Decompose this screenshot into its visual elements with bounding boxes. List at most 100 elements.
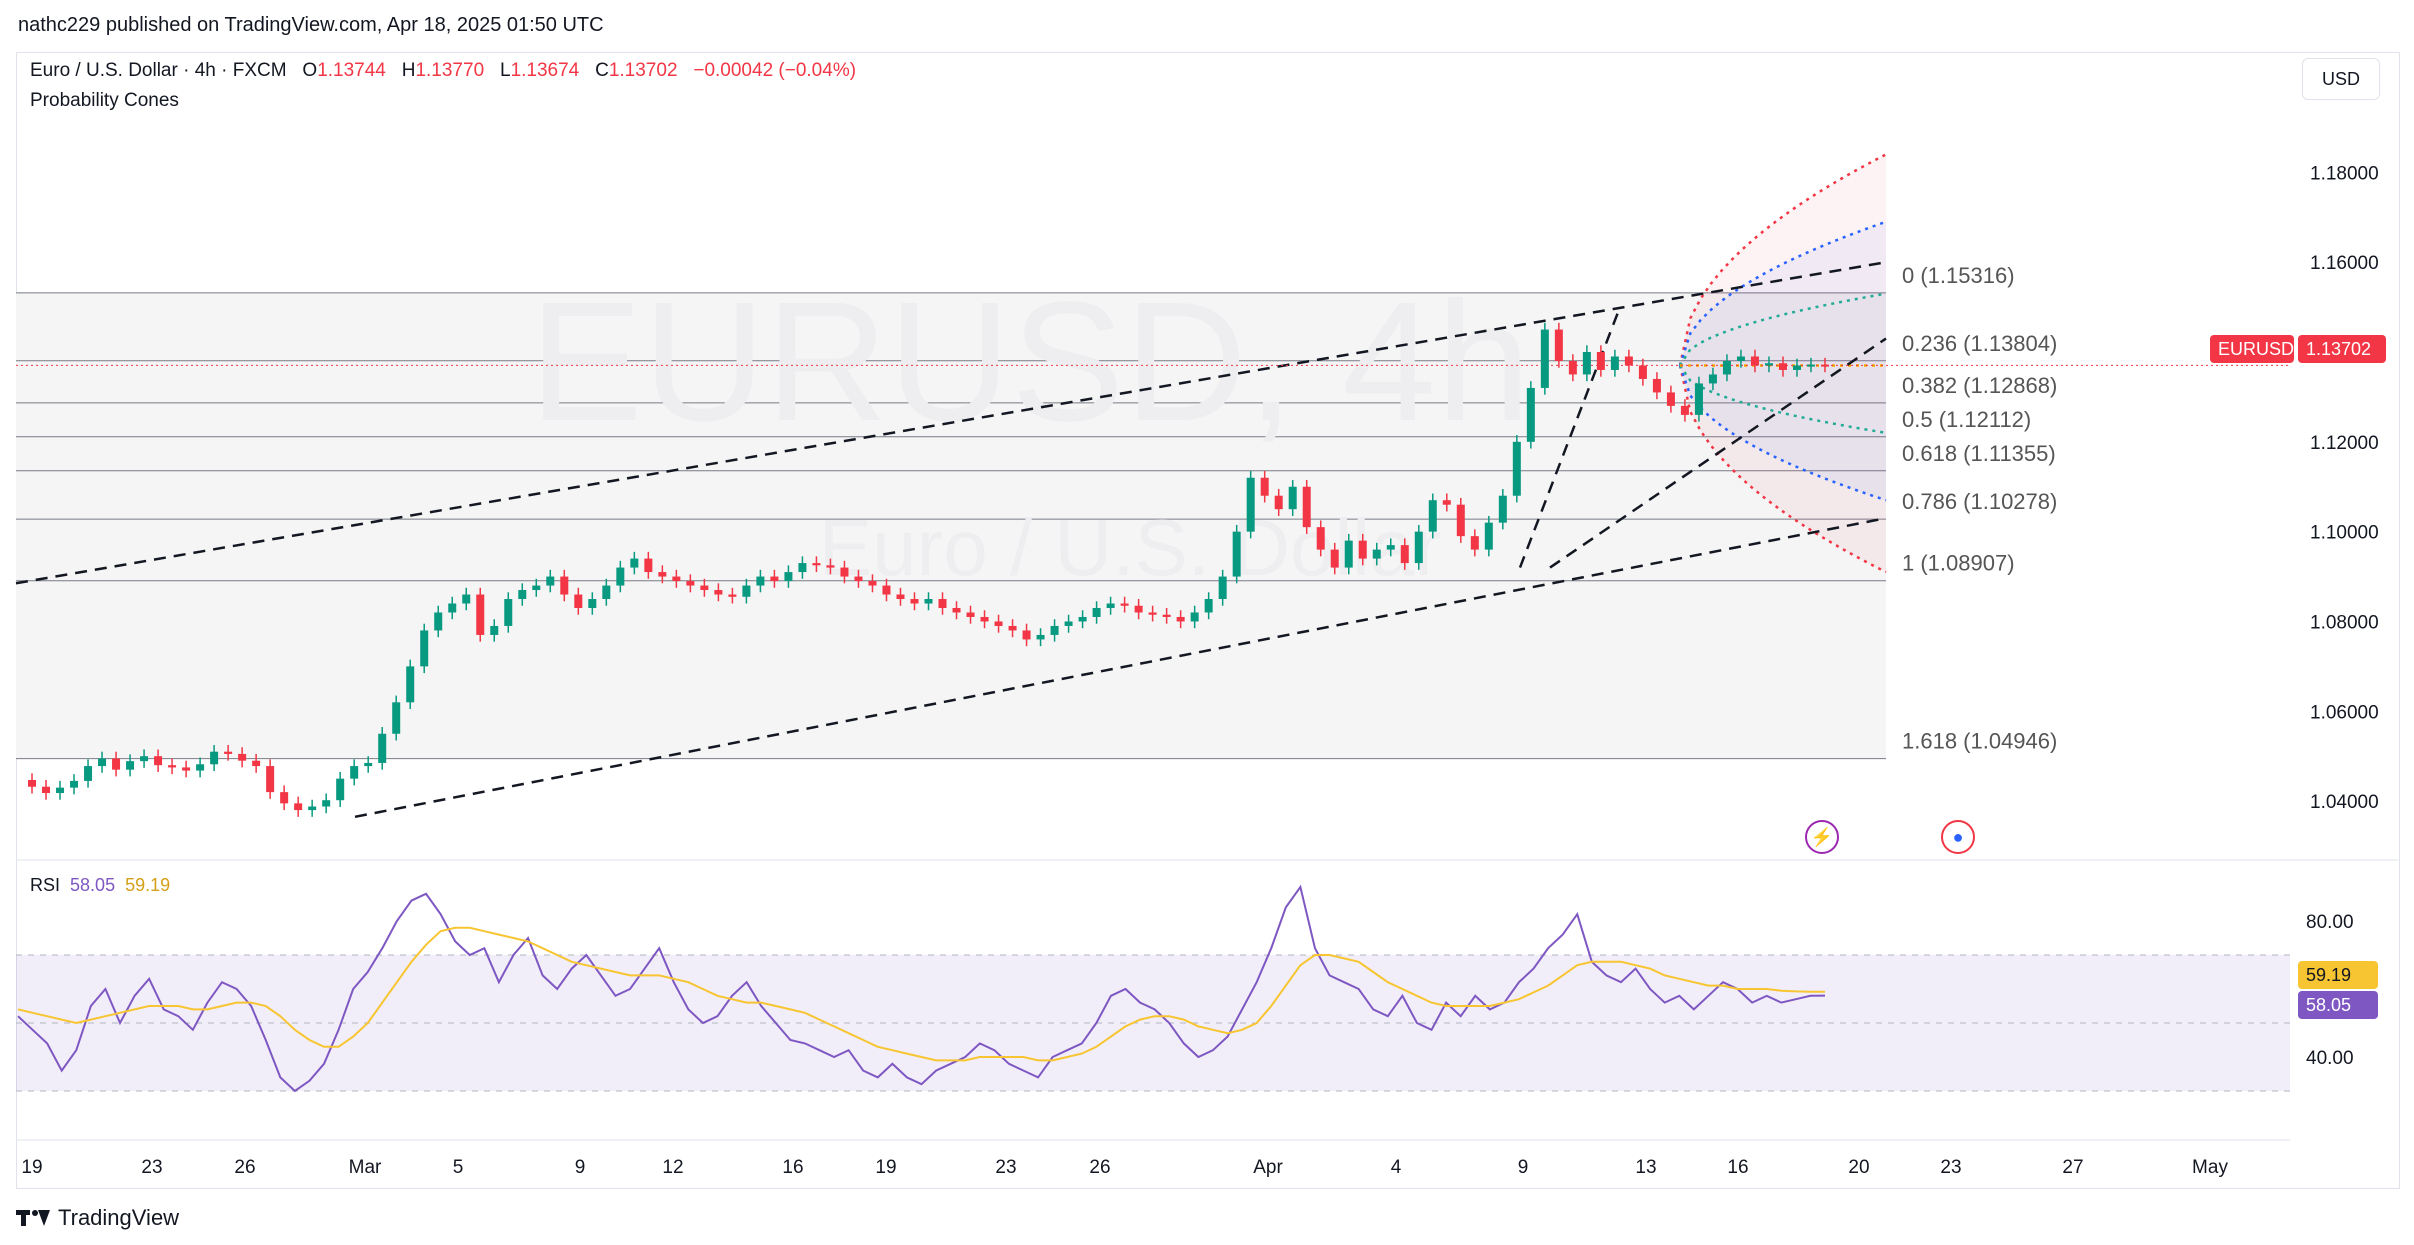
open-label: O [302,60,318,81]
rsi-label[interactable]: RSI [30,875,61,895]
candle-body [420,630,429,667]
candle-body [1260,477,1269,496]
tradingview-logo-icon [16,1210,50,1226]
time-axis-tick: 20 [1848,1157,1869,1178]
candle-body [1568,360,1577,375]
candle-body [1764,363,1773,366]
candle-body [1288,486,1297,510]
candle-body [1008,625,1017,631]
footer-brand[interactable]: TradingView [16,1205,179,1231]
candle-body [56,787,65,794]
candle-body [238,753,247,761]
candle-body [532,585,541,591]
candle-body [1526,387,1535,442]
time-axis-tick: Mar [349,1157,382,1178]
candle-body [378,733,387,763]
candle-body [1610,356,1619,370]
candle-body [546,576,555,586]
lightning-icon[interactable]: ⚡ [1805,820,1839,854]
candle-body [476,594,485,635]
rsi-line [17,884,1826,1093]
candle-body [742,585,751,597]
candle-body [1666,392,1675,406]
channel-upper-line [15,260,1887,585]
candle-body [1694,383,1703,415]
candle-body [1736,356,1745,361]
candle-body [1274,495,1283,510]
candle-body [98,758,107,767]
candle-body [1792,365,1801,370]
candle-body [462,594,471,604]
candle-body [490,625,499,635]
candle-body [952,607,961,613]
candle-body [28,780,37,787]
candle-body [1442,500,1451,505]
candle-body [1498,495,1507,523]
last-price-tag: 1.13702 [2298,335,2386,363]
candle-body [336,778,345,801]
time-axis-tick: 19 [21,1157,42,1178]
candle-body [154,756,163,766]
cone-blue-upper [1678,220,1887,366]
candle-body [1470,536,1479,550]
time-axis-tick: 9 [575,1157,586,1178]
currency-button[interactable]: USD [2302,58,2380,100]
candle-body [728,594,737,597]
candle-body [1134,605,1143,613]
close-value: 1.13702 [608,60,678,81]
candle-body [1022,630,1031,640]
candle-body [1302,486,1311,528]
candle-body [224,751,233,754]
candle-body [1246,477,1255,532]
candle-body [756,576,765,586]
candle-body [1162,614,1171,617]
low-label: L [499,60,511,81]
candle-body [1092,607,1101,617]
rsi-ma-line [17,926,1826,1062]
time-axis-tick: 16 [1727,1157,1748,1178]
time-axis-tick: 5 [453,1157,464,1178]
fib-level-label: 0.236 (1.13804) [1902,331,2057,356]
candle-body [686,581,695,586]
candle-body [1372,549,1381,559]
candle-body [196,764,205,771]
candle-body [210,751,219,765]
candle-body [1778,363,1787,370]
indicator-label[interactable]: Probability Cones [30,90,179,111]
price-axis-tick: 1.16000 [2310,253,2379,274]
rsi-band-background [16,955,2290,1091]
candle-body [1218,576,1227,600]
candle-body [644,558,653,573]
rsi-value-tag-label: 58.05 [2306,994,2352,1015]
candle-body [1190,612,1199,622]
fib-level-label: 1 (1.08907) [1902,551,2015,576]
time-axis-tick: 4 [1391,1157,1402,1178]
candle-body [1330,549,1339,568]
symbol-title[interactable]: Euro / U.S. Dollar · 4h · FXCM [30,60,287,81]
wedge-right-line [1549,337,1887,569]
candle-body [1554,329,1563,361]
globe-flag-icon[interactable]: ● [1941,820,1975,854]
open-value: 1.13744 [317,60,386,81]
time-axis-tick: 16 [782,1157,803,1178]
candle-body [588,599,597,608]
time-axis-tick: 27 [2062,1157,2083,1178]
rsi-value: 58.05 [70,875,116,895]
candle-body [392,702,401,734]
symbol-price-tag: EURUSD [2210,335,2294,363]
rsi-axis-tick: 40.00 [2306,1048,2354,1069]
rsi-ma-tag: 59.19 [2298,961,2378,989]
candle-body [504,599,513,626]
candle-body [700,585,709,591]
candle-body [1512,441,1521,496]
rsi-ma-tag-label: 59.19 [2306,964,2352,985]
candle-body [1120,603,1129,606]
candle-body [1064,621,1073,626]
candle-body [182,767,191,771]
candle-body [1204,599,1213,613]
time-axis-tick: 12 [662,1157,683,1178]
candle-body [784,572,793,582]
published-by-header: nathc229 published on TradingView.com, A… [18,14,604,36]
rsi-value-tag: 58.05 [2298,991,2378,1019]
